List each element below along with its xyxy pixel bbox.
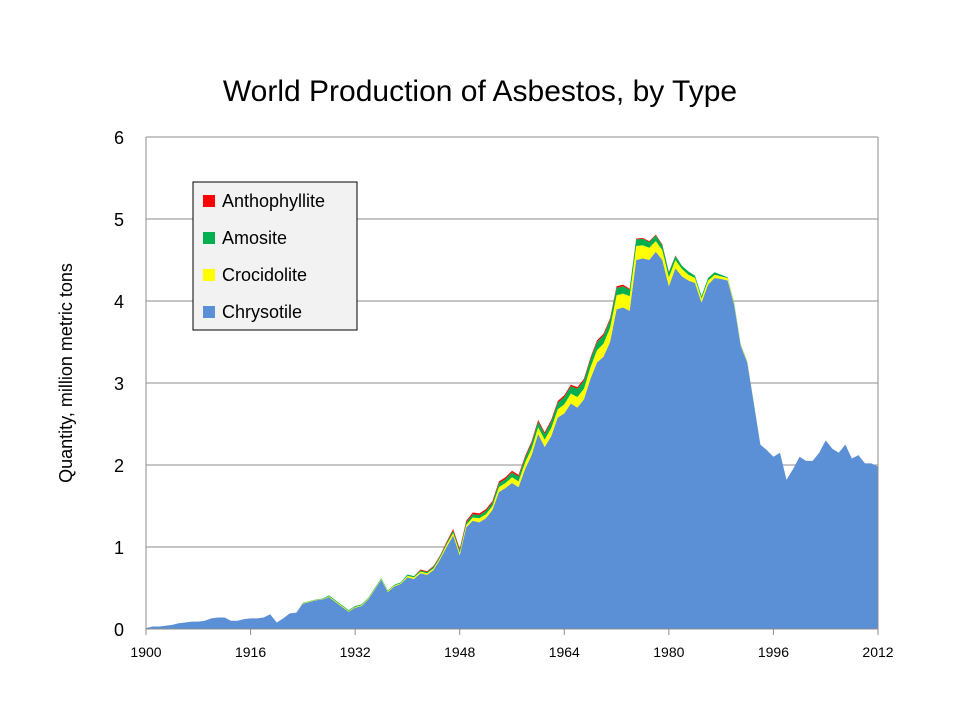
legend-swatch-chrysotile: [203, 306, 215, 318]
legend-box: [192, 181, 358, 331]
legend-swatch-amosite: [203, 232, 215, 244]
area-series-layer: [146, 234, 878, 630]
y-tick-label: 6: [114, 128, 124, 148]
y-tick-label: 2: [114, 456, 124, 476]
y-tick-label: 4: [114, 292, 124, 312]
legend-label-amosite: Amosite: [222, 228, 287, 248]
x-tick-label: 1916: [235, 644, 266, 660]
y-tick-label: 1: [114, 538, 124, 558]
x-tick-label: 1996: [758, 644, 789, 660]
series-area-chrysotile: [146, 251, 878, 630]
legend-swatch-crocidolite: [203, 269, 215, 281]
x-tick-label: 1980: [653, 644, 684, 660]
x-tick-label: 2012: [862, 644, 893, 660]
y-tick-label: 3: [114, 374, 124, 394]
x-tick-label: 1900: [130, 644, 161, 660]
chart-title: World Production of Asbestos, by Type: [223, 75, 737, 108]
y-tick-label: 5: [114, 210, 124, 230]
x-tick-label: 1964: [549, 644, 580, 660]
y-tick-label: 0: [114, 620, 124, 640]
x-tick-label: 1948: [444, 644, 475, 660]
tick-labels: 0 1 2 3 4 5 6 1900 1916 1932 1948 1964 1980 1996 2012: [114, 128, 894, 660]
axes: [145, 137, 879, 635]
legend-label-crocidolite: Crocidolite: [222, 265, 307, 285]
legend: Anthophyllite Amosite Crocidolite Chrysotil…: [192, 181, 358, 331]
x-tick-label: 1932: [340, 644, 371, 660]
legend-label-chrysotile: Chrysotile: [222, 302, 302, 322]
legend-label-anthophyllite: Anthophyllite: [222, 191, 325, 211]
y-axis-label: Quantity, million metric tons: [56, 263, 76, 483]
legend-swatch-anthophyllite: [203, 195, 215, 207]
